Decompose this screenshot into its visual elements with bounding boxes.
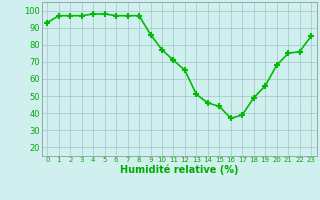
X-axis label: Humidité relative (%): Humidité relative (%): [120, 165, 238, 175]
